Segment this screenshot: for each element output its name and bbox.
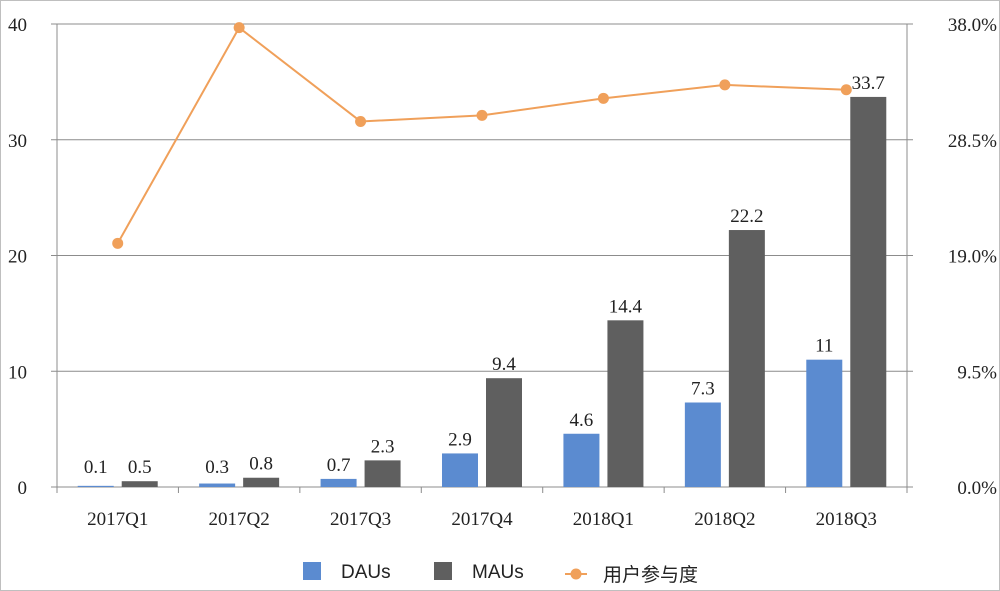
x-tick-label: 2018Q3 [816, 509, 877, 530]
daus-data-label: 11 [815, 336, 833, 357]
engagement-point [840, 84, 852, 96]
daus-bar [77, 485, 114, 487]
left-tick-label: 0 [18, 478, 28, 499]
legend-label-maus: MAUs [472, 562, 524, 583]
engagement-point [355, 115, 367, 127]
daus-data-label: 0.7 [327, 455, 351, 476]
maus-data-label: 22.2 [730, 206, 763, 227]
engagement-point [476, 109, 488, 121]
right-tick-label: 0.0% [957, 478, 997, 499]
daus-bar [684, 402, 721, 487]
maus-bar [243, 477, 280, 487]
legend-swatch-maus [434, 562, 452, 580]
x-tick-label: 2018Q1 [573, 509, 634, 530]
data-labels: 0.1 0.3 0.7 2.9 4.6 7.3 11 0.5 0.8 2.3 9.4 14.4 22.2… [84, 73, 885, 478]
maus-bar [850, 96, 887, 488]
legend-swatch-daus [303, 562, 321, 580]
gridlines [57, 23, 907, 372]
legend-label-engagement: 用户参与度 [603, 564, 698, 586]
daus-bar [442, 453, 478, 487]
maus-data-label: 2.3 [371, 436, 395, 457]
maus-bar [728, 230, 765, 487]
left-tick-label: 10 [8, 362, 27, 383]
daus-data-label: 0.1 [84, 457, 108, 478]
maus-data-label: 0.5 [128, 457, 152, 478]
legend-swatch-engagement-dot [570, 568, 582, 580]
daus-bar [320, 478, 357, 487]
x-tick-label: 2017Q4 [451, 509, 513, 530]
x-tick-label: 2018Q2 [694, 509, 755, 530]
daus-data-label: 2.9 [448, 429, 472, 450]
right-tick-label: 28.5% [948, 131, 997, 152]
engagement-point [597, 92, 609, 104]
right-tick-label: 9.5% [957, 362, 997, 383]
engagement-line [112, 22, 852, 249]
maus-bar [607, 320, 644, 487]
daus-bar [806, 359, 843, 487]
left-tick-label: 20 [8, 247, 27, 268]
x-tick-label: 2017Q1 [87, 509, 148, 530]
maus-data-label: 14.4 [609, 296, 643, 317]
legend-label-daus: DAUs [341, 562, 391, 583]
maus-bar [486, 378, 522, 487]
bars [77, 96, 887, 488]
daus-bar [199, 483, 236, 487]
daus-bar [563, 433, 600, 487]
engagement-point [112, 237, 124, 249]
legend: DAUs MAUs 用户参与度 [303, 562, 698, 586]
daus-data-label: 7.3 [691, 379, 715, 400]
maus-bar [364, 460, 401, 487]
daus-data-label: 0.3 [205, 457, 229, 478]
right-tick-label: 19.0% [948, 247, 997, 268]
right-tick-label: 38.0% [948, 15, 997, 36]
maus-data-label: 9.4 [492, 354, 516, 375]
x-tick-label: 2017Q2 [209, 509, 270, 530]
engagement-point [719, 79, 731, 91]
maus-bar [121, 481, 158, 487]
left-tick-label: 40 [8, 15, 27, 36]
maus-data-label: 0.8 [249, 454, 273, 475]
daus-data-label: 4.6 [570, 410, 594, 431]
left-tick-label: 30 [8, 131, 27, 152]
x-tick-label: 2017Q3 [330, 509, 391, 530]
maus-data-label: 33.7 [852, 73, 885, 94]
engagement-point [233, 22, 245, 34]
